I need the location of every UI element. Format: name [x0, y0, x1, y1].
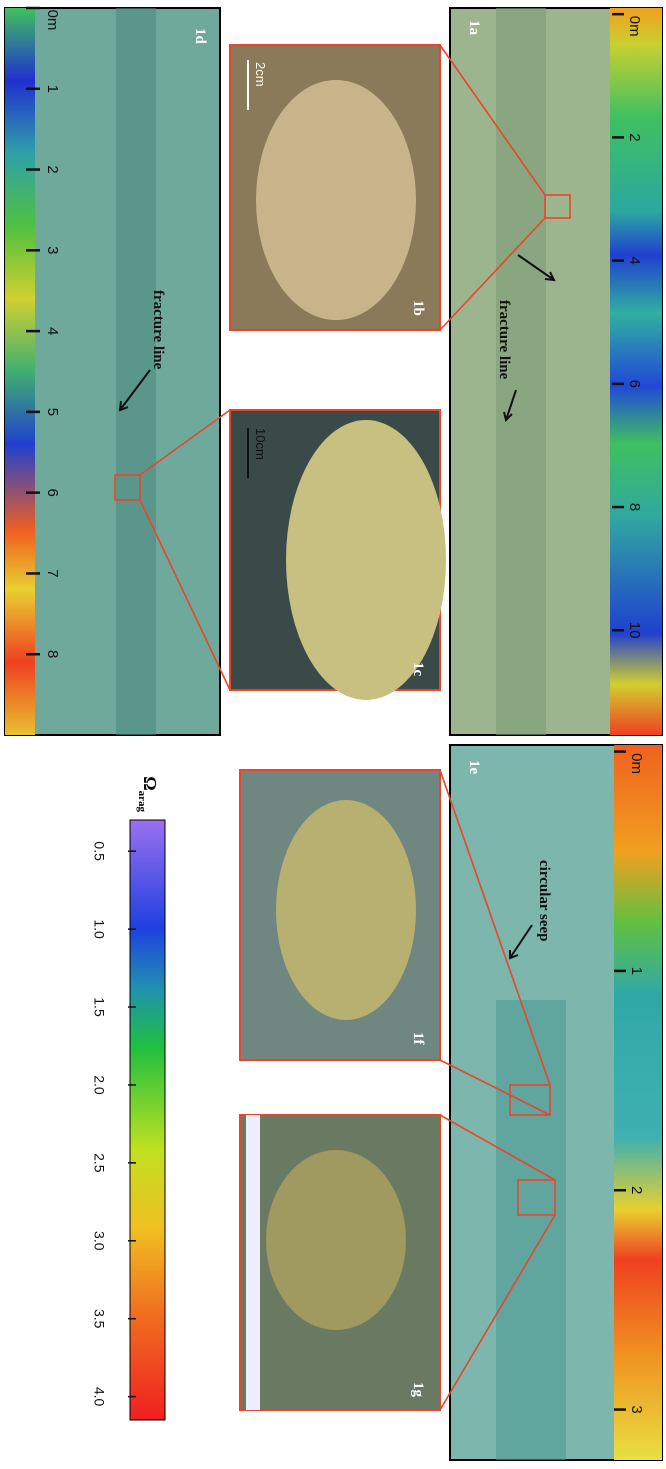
ruler-label: 3 [44, 246, 61, 254]
scale-label: 2cm [253, 62, 268, 87]
ruler-label: 2 [626, 133, 643, 141]
strip-1e [614, 745, 662, 1460]
scale-label: 10cm [253, 428, 268, 460]
panel-label: 1a [466, 20, 482, 36]
ruler-label: 0m [628, 753, 645, 774]
ruler-label: 7 [44, 569, 61, 577]
ruler-label: 6 [44, 488, 61, 496]
ruler-label: 3 [628, 1405, 645, 1413]
photo-1d [5, 8, 220, 735]
panel-label: 1d [192, 28, 208, 45]
figure: 0m246810 1a fracture line 0m12345678 1d … [0, 0, 666, 1469]
inset-label: 1b [410, 300, 426, 316]
colorbar-tick-label: 1.5 [91, 997, 107, 1017]
colorbar-title: Ωarag [136, 776, 160, 812]
photo-detail [276, 800, 416, 1020]
colorbar-tick-label: 4.0 [91, 1387, 107, 1407]
inset-label: 1f [410, 1032, 426, 1046]
ruler-label: 1 [628, 967, 645, 975]
colorbar-tick-label: 2.0 [91, 1075, 107, 1095]
ruler-label: 1 [44, 85, 61, 93]
colorbar-ticks: 0.5 1.0 1.5 2.0 2.5 3.0 3.5 4.0 [91, 841, 136, 1406]
ruler-label: 5 [44, 408, 61, 416]
annotation: fracture line [496, 300, 512, 380]
annotation: fracture line [150, 290, 166, 370]
colorbar-tick-label: 0.5 [91, 841, 107, 861]
ruler-label: 2 [628, 1186, 645, 1194]
ruler-label: 6 [626, 380, 643, 388]
ruler-label: 2 [44, 165, 61, 173]
ruler-label: 10 [626, 622, 643, 639]
inset-label: 1g [410, 1382, 426, 1398]
strip-1d [5, 8, 35, 735]
photo-detail [246, 1115, 260, 1410]
ruler-label: 0m [44, 10, 61, 31]
ruler-label: 0m [626, 16, 643, 37]
inset-label: 1c [410, 662, 426, 677]
ruler-label: 8 [44, 650, 61, 658]
annotation: circular seep [536, 860, 552, 942]
colorbar-subscript: arag [136, 791, 148, 813]
photo-detail [266, 1150, 406, 1330]
photo-detail [256, 80, 416, 320]
colorbar-tick-label: 3.5 [91, 1309, 107, 1329]
colorbar-tick-label: 3.0 [91, 1231, 107, 1251]
colorbar-tick-label: 2.5 [91, 1153, 107, 1173]
ruler-label: 8 [626, 503, 643, 511]
panel-label: 1e [466, 760, 482, 775]
colorbar-tick-label: 1.0 [91, 919, 107, 939]
photo-detail [286, 420, 446, 700]
photo-detail [496, 1000, 566, 1460]
ruler-label: 4 [44, 327, 61, 335]
colorbar [130, 820, 165, 1420]
colorbar-symbol: Ω [140, 776, 160, 790]
ruler-label: 4 [626, 256, 643, 264]
